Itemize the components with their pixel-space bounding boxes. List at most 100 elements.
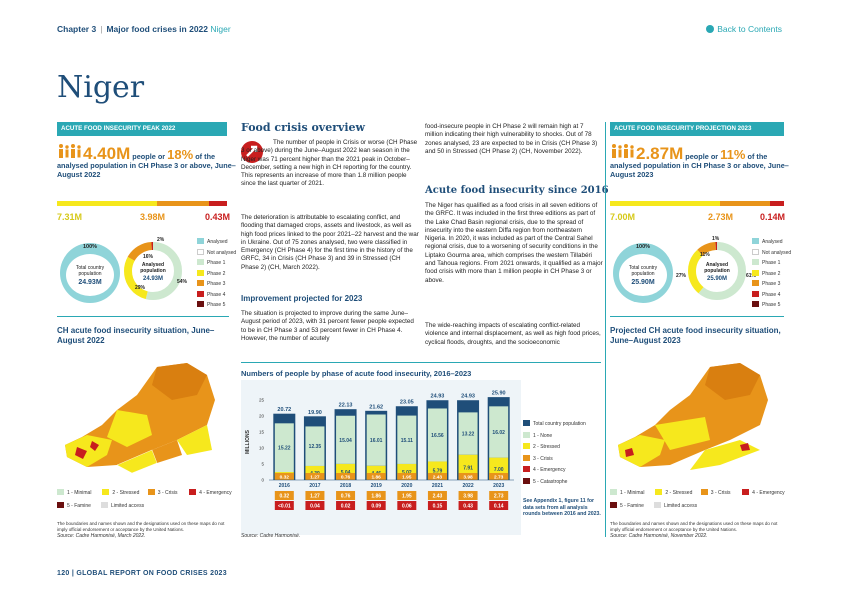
total-value-label: 20.72	[277, 407, 291, 413]
crisis-value-label: 3.98	[463, 494, 473, 500]
emergency-box	[305, 501, 325, 510]
paragraph-phase2: food-insecure people in CH Phase 2 will …	[425, 123, 598, 155]
bar-crisis	[274, 473, 294, 480]
right-map-legend: 1 - Minimal 2 - Stressed 3 - Crisis 4 - …	[610, 489, 790, 509]
niger-map-2022	[65, 363, 215, 474]
left-disclaimer: The boundaries and names shown and the d…	[57, 521, 225, 532]
bar-none	[336, 415, 356, 464]
donut-label: 54%	[177, 279, 188, 285]
chart-note: See Appendix 1, figure 11 for data sets …	[523, 498, 601, 517]
bar-crisis	[366, 473, 386, 480]
emergency-value-label: 0.06	[402, 504, 412, 510]
analysed-donut	[124, 242, 182, 300]
emergency-bar	[770, 201, 784, 206]
emergency-value-label: 0.43	[463, 504, 473, 510]
crisis-box	[336, 491, 356, 500]
bar-value-label: 7.91	[463, 465, 473, 471]
analysed-label: Analysed population	[704, 262, 730, 274]
bar-value-label: 15.04	[339, 438, 352, 444]
x-tick-label: 2022	[463, 483, 474, 489]
x-tick-label: 2016	[279, 483, 290, 489]
bar-value-label: 12.35	[309, 444, 322, 450]
total-label: Total country population	[75, 265, 105, 277]
bar-crisis	[458, 473, 478, 480]
donut-label: 2%	[157, 237, 165, 243]
emergency-box	[397, 501, 417, 510]
stressed-bar	[57, 201, 157, 206]
peak-number: 4.40M	[83, 144, 131, 163]
peak-text-a: people or	[132, 152, 166, 161]
analysed-value: 25.90M	[706, 276, 727, 282]
total-label: Total country population	[628, 265, 658, 277]
total-inner	[66, 254, 114, 296]
bar-value-label: 0.76	[341, 475, 351, 481]
back-to-contents-link[interactable]: Back to Contents	[706, 24, 782, 34]
right-map-title: Projected CH acute food insecurity situa…	[610, 326, 781, 345]
country-label: Niger	[210, 24, 231, 34]
projection-banner: ACUTE FOOD INSECURITY PROJECTION 2023	[610, 122, 784, 136]
emergency-value-label: 0.09	[371, 504, 381, 510]
peak-banner: ACUTE FOOD INSECURITY PEAK 2022	[57, 122, 227, 136]
bar-value-label: 0.32	[280, 475, 290, 481]
bar-value-label: 5.79	[433, 469, 443, 475]
chapter-breadcrumb: Chapter 3 | Major food crises in 2022 Nige…	[57, 24, 231, 34]
donut-legend: Analysed Not analysed Phase 1 Phase 2 Ph…	[752, 237, 791, 311]
bar-crisis	[489, 473, 509, 480]
total-value-label: 24.93	[431, 394, 445, 400]
stressed-bar	[610, 201, 720, 206]
bar-value-label: 16.56	[431, 433, 444, 439]
x-tick-label: 2018	[340, 483, 351, 489]
total-value-label: 25.90	[492, 391, 506, 397]
bar-value-label: 5.02	[402, 470, 412, 476]
total-pct: 100%	[635, 244, 651, 250]
scale-stressed: 7.31M	[57, 212, 83, 222]
emergency-box	[366, 501, 386, 510]
y-tick-label: 20	[259, 414, 265, 419]
emergency-box	[427, 501, 447, 510]
projection-number: 2.87M	[636, 144, 684, 163]
projection-text-a: people or	[685, 152, 719, 161]
y-axis-label: MILLIONS	[245, 429, 251, 454]
bar-value-label: 5.04	[341, 470, 351, 476]
phase-bar-chart: MILLIONS05101520252.4915.220.3220.722016…	[245, 391, 514, 510]
bar-none	[489, 406, 509, 458]
scale-crisis: 2.73M	[708, 212, 734, 222]
crisis-value-label: 0.32	[279, 494, 289, 500]
donut-label: 1%	[712, 236, 720, 242]
people-icon	[612, 144, 634, 158]
x-tick-label: 2020	[401, 483, 412, 489]
bar-value-label: 16.02	[492, 430, 505, 436]
bar-value-label: 2.43	[433, 475, 443, 481]
total-value: 25.90M	[631, 279, 655, 286]
y-tick-label: 5	[261, 462, 264, 467]
projection-text-b: of the analysed population in CH Phase 3…	[610, 152, 789, 179]
bar-crisis	[397, 473, 417, 480]
bar-value-label: 15.22	[278, 446, 291, 452]
analysed-label: Analysed population	[140, 262, 166, 274]
total-value-label: 22.13	[339, 403, 353, 409]
heading-since-2016: Acute food insecurity since 2016	[425, 185, 609, 196]
paragraph-impacts: The wide-reaching impacts of escalating …	[425, 322, 601, 346]
emergency-box	[336, 501, 356, 510]
bar-value-label: 1.27	[310, 475, 320, 481]
total-value-label: 24.93	[461, 394, 475, 400]
bar-value-label: 16.01	[370, 438, 383, 444]
chart-title: Numbers of people by phase of acute food…	[241, 369, 472, 378]
x-tick-label: 2017	[309, 483, 320, 489]
paragraph-since-2016: The Niger has qualified as a food crisis…	[425, 202, 603, 284]
donut-label: 61%	[746, 273, 757, 279]
emergency-value-label: 0.15	[433, 504, 443, 510]
donut-label: 11%	[700, 252, 710, 258]
niger-map-2023	[618, 363, 768, 470]
total-inner	[619, 254, 667, 296]
emergency-box	[274, 501, 294, 510]
y-tick-label: 10	[259, 446, 265, 451]
bar-none	[305, 426, 325, 466]
emergency-bar	[209, 201, 227, 206]
right-disclaimer: The boundaries and names shown and the d…	[610, 521, 778, 532]
paragraph-deterioration: The deterioration is attributable to esc…	[241, 214, 419, 271]
paragraph-overview: The number of people in Crisis or worse …	[241, 139, 418, 188]
total-value: 24.93M	[78, 279, 102, 286]
left-map-title: CH acute food insecurity situation, June…	[57, 326, 215, 345]
donut-label: 27%	[676, 273, 687, 279]
